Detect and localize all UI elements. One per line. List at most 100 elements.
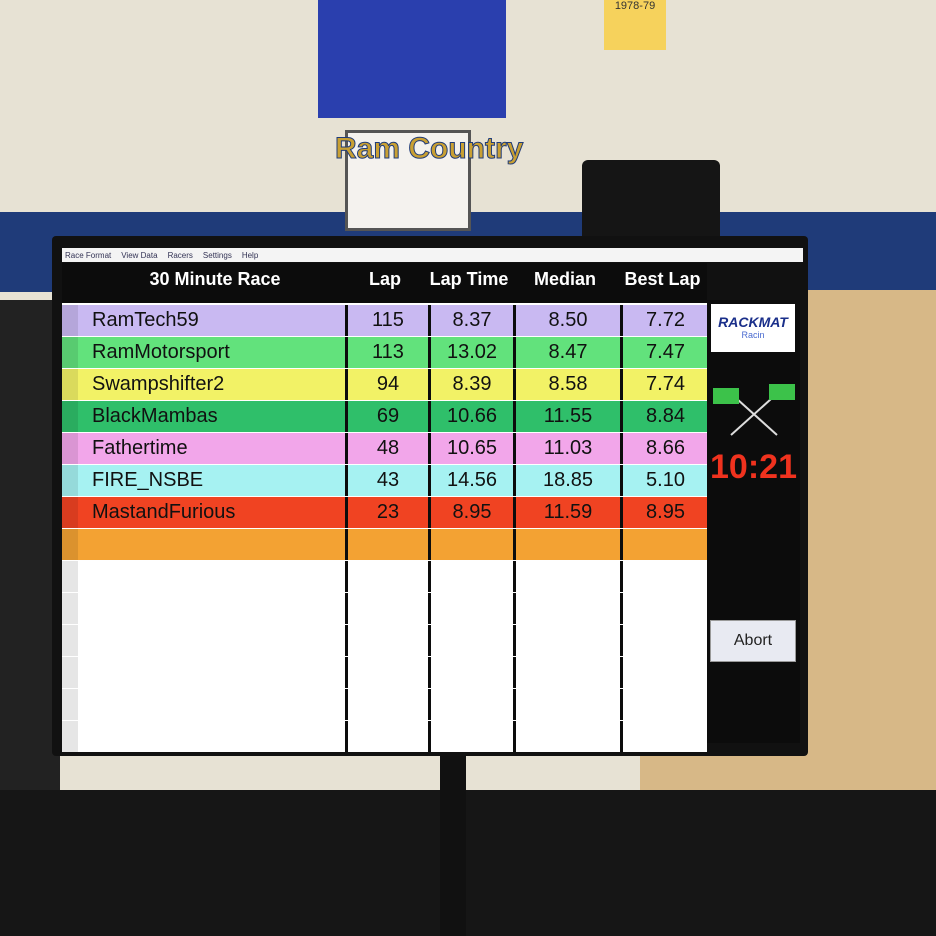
cell [620, 561, 708, 592]
cell [345, 625, 428, 656]
row-strip [62, 689, 78, 720]
cell: 7.72 [620, 305, 708, 336]
row-strip [62, 529, 78, 560]
column-header: Best Lap [624, 269, 701, 289]
logo-name: RACKMAT [718, 314, 788, 330]
cell: 13.02 [428, 337, 513, 368]
cell: 8.50 [513, 305, 620, 336]
cell [345, 593, 428, 624]
column-header: Lap [368, 269, 401, 289]
row-strip [62, 465, 78, 496]
cell: 8.95 [428, 497, 513, 528]
racer-name: MastandFurious [92, 501, 236, 523]
cell [513, 561, 620, 592]
cell: 11.59 [513, 497, 620, 528]
menu-item[interactable]: Race Format [65, 250, 112, 260]
row-strip [62, 593, 78, 624]
cell [428, 689, 513, 720]
row-strip [62, 401, 78, 432]
cell: 8.58 [513, 369, 620, 400]
table-row [62, 625, 707, 656]
cell: 11.03 [513, 433, 620, 464]
cell [513, 721, 620, 752]
row-strip [62, 305, 78, 336]
table-row [62, 529, 707, 560]
cell: 8.66 [620, 433, 708, 464]
cell: 10.66 [428, 401, 513, 432]
cell: 48 [345, 433, 428, 464]
cell [513, 593, 620, 624]
flags [713, 384, 795, 436]
logo: RACKMAT Racin [711, 304, 795, 352]
cell [513, 689, 620, 720]
racer-name: FIRE_NSBE [92, 469, 204, 491]
row-strip [62, 721, 78, 752]
racer-name [80, 593, 342, 624]
cell [428, 593, 513, 624]
cell: 7.74 [620, 369, 708, 400]
column-header: Lap Time [429, 269, 509, 289]
logo-sub: Racin [741, 330, 765, 340]
results-table: 30 Minute Race Lap Lap Time Median Best Lap… [62, 263, 708, 752]
cell [345, 529, 428, 560]
table-row [62, 721, 707, 752]
cell: 14.56 [428, 465, 513, 496]
race-title: 30 Minute Race [149, 269, 281, 289]
cell [620, 529, 708, 560]
cell [345, 657, 428, 688]
table-row: RamTech59 115 8.37 8.50 7.72 [62, 305, 707, 336]
cell: 11.55 [513, 401, 620, 432]
cell: 10.65 [428, 433, 513, 464]
cell [345, 689, 428, 720]
menu-item[interactable]: Settings [202, 250, 232, 260]
menu-item[interactable]: Help [241, 250, 259, 260]
column-header: Median [533, 269, 596, 289]
row-strip [62, 433, 78, 464]
cell [620, 689, 708, 720]
racer-name: Swampshifter2 [92, 373, 225, 395]
racer-name [80, 625, 342, 656]
racer-name [80, 689, 342, 720]
row-strip [62, 337, 78, 368]
racer-name [80, 721, 342, 752]
cell: 5.10 [620, 465, 708, 496]
table-row: RamMotorsport 113 13.02 8.47 7.47 [62, 337, 707, 368]
table-row [62, 657, 707, 688]
cell: 8.95 [620, 497, 708, 528]
menu-item[interactable]: Racers [167, 250, 193, 260]
backboard [345, 130, 471, 231]
abort-button[interactable]: Abort [710, 620, 796, 662]
cell [428, 625, 513, 656]
cell [345, 561, 428, 592]
cell [513, 625, 620, 656]
cell: 8.39 [428, 369, 513, 400]
cell: 7.47 [620, 337, 708, 368]
cell: 8.84 [620, 401, 708, 432]
table-row [62, 561, 707, 592]
cell [428, 561, 513, 592]
cell [620, 721, 708, 752]
racer-name [80, 529, 342, 560]
cell [428, 721, 513, 752]
stand [440, 756, 466, 936]
table-row: Swampshifter2 94 8.39 8.58 7.74 [62, 369, 707, 400]
menu-bar: Race Format View Data Racers Settings Help [62, 248, 803, 262]
banner: 1978-79 [604, 0, 666, 50]
cell [428, 657, 513, 688]
cell [620, 625, 708, 656]
table-row: BlackMambas 69 10.66 11.55 8.84 [62, 401, 707, 432]
racer-name: Fathertime [92, 437, 188, 459]
cell [428, 529, 513, 560]
cell: 69 [345, 401, 428, 432]
row-strip [62, 625, 78, 656]
racer-name: BlackMambas [92, 405, 218, 427]
side-panel: RACKMAT Racin 10:21 Abort [707, 300, 800, 743]
racer-name [80, 561, 342, 592]
cell: 8.47 [513, 337, 620, 368]
menu-item[interactable]: View Data [121, 250, 158, 260]
wall-slogan: Ram Country [334, 132, 524, 166]
cell: 115 [345, 305, 428, 336]
cell: 23 [345, 497, 428, 528]
cell: 43 [345, 465, 428, 496]
